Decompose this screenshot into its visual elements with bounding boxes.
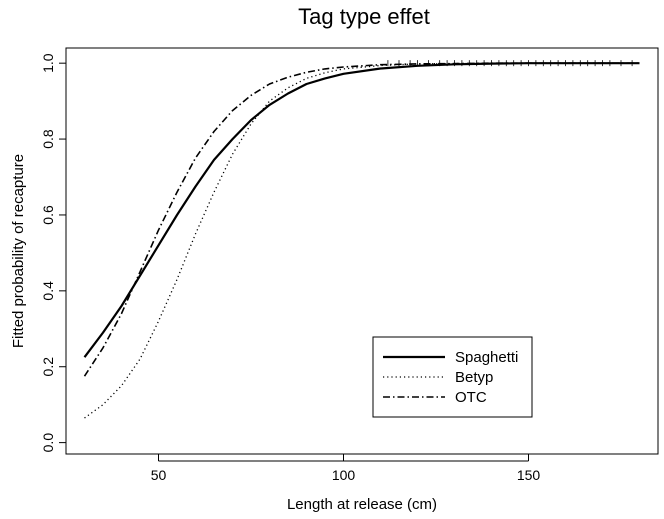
chart-title: Tag type effet: [298, 4, 430, 29]
y-tick-label: 0.2: [40, 357, 56, 377]
x-tick-label: 150: [517, 467, 541, 483]
legend-label-spaghetti: Spaghetti: [455, 349, 518, 366]
y-tick-label: 0.4: [40, 281, 56, 301]
series-line-betyp: [84, 62, 640, 419]
plot-frame: [65, 47, 659, 455]
series-lines: [83, 62, 640, 419]
rug-marks: [387, 60, 633, 67]
legend: Spaghetti Betyp OTC: [372, 336, 533, 418]
axis-ticks: 50 100 150 0.0 0.2 0.4 0.6 0.8 1.0: [40, 53, 540, 483]
series-line-otc: [83, 62, 640, 377]
y-tick-label: 1.0: [40, 53, 56, 73]
legend-label-otc: OTC: [455, 389, 487, 406]
series-line-spaghetti: [83, 62, 640, 358]
y-tick-label: 0.0: [40, 433, 56, 453]
legend-label-betyp: Betyp: [455, 369, 493, 386]
legend-box: [372, 336, 533, 418]
y-tick-label: 0.6: [40, 205, 56, 225]
y-tick-label: 0.8: [40, 129, 56, 149]
x-axis-label: Length at release (cm): [287, 496, 437, 513]
x-tick-label: 100: [332, 467, 356, 483]
x-tick-label: 50: [151, 467, 167, 483]
y-axis-label: Fitted probability of recapture: [10, 154, 27, 348]
